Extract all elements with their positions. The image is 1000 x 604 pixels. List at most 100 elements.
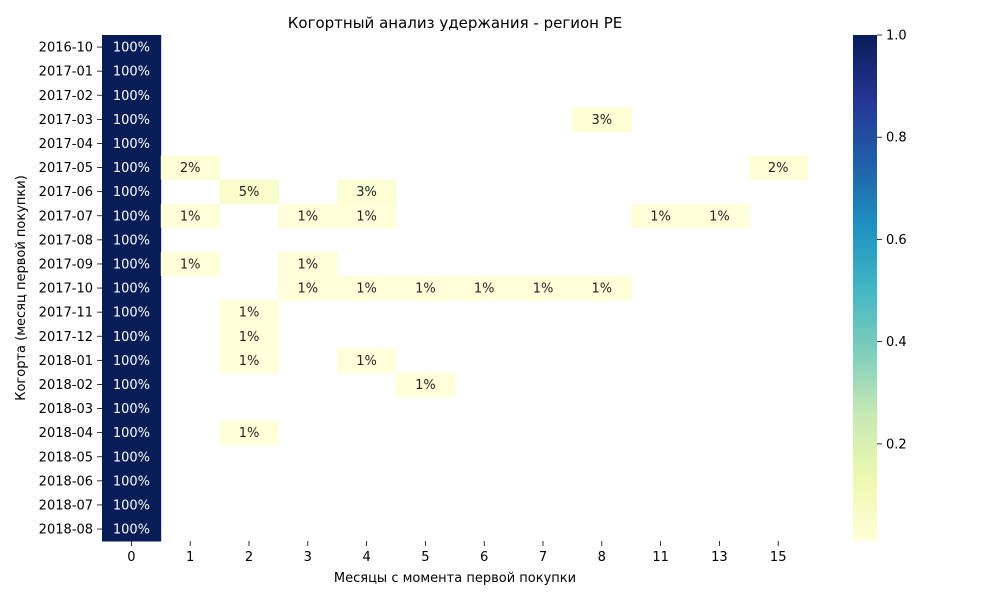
cell-label: 1% [650,209,671,224]
heatmap-cell [102,179,162,205]
y-tick-label: 2017-03 [39,113,93,128]
x-axis-ticks: 0 1 2 3 4 5 6 7 8 11 13 15 [127,541,786,565]
cell-label: 1% [297,257,318,272]
cell-label: 5% [239,185,260,200]
cell-label: 1% [533,282,554,297]
cell-label: 1% [415,282,436,297]
cell-label: 100% [113,330,150,345]
heatmap-cell [513,276,573,301]
colorbar-tick-label: 0.4 [886,335,907,350]
cell-label: 100% [113,498,150,513]
x-tick-label: 8 [598,550,606,565]
heatmap-cell [396,372,456,397]
y-tick-label: 2017-02 [39,89,93,104]
heatmap-cell [102,348,162,373]
y-tick-label: 2017-12 [39,330,93,345]
cell-label: 1% [239,426,260,441]
cell-label: 100% [113,41,150,56]
cell-label: 1% [709,209,730,224]
cell-label: 1% [356,282,377,297]
heatmap-cell [219,420,279,446]
cell-label: 100% [113,378,150,393]
heatmap-cell [102,324,162,349]
heatmap-cell [102,155,162,180]
cell-label: 100% [113,185,150,200]
y-tick-label: 2018-08 [39,523,93,538]
heatmap-cell [102,300,162,325]
x-tick-label: 2 [245,550,253,565]
cell-label: 1% [297,282,318,297]
heatmap-cell [337,179,397,205]
colorbar-tick-label: 1.0 [886,29,907,44]
cell-label: 1% [180,209,201,224]
cell-label: 1% [356,354,377,369]
heatmap-cell [102,59,162,84]
cell-label: 100% [113,137,150,152]
x-tick-label: 5 [421,550,429,565]
cell-label: 3% [591,113,612,128]
heatmap-cells [102,35,808,542]
heatmap-cell [219,179,279,205]
heatmap-cell [631,203,691,229]
y-tick-label: 2018-05 [39,450,93,465]
colorbar-tick-label: 0.2 [886,437,907,452]
heatmap-cell [102,492,162,518]
heatmap-cell [102,372,162,397]
x-axis-label: Месяцы с момента первой покупки [334,571,576,586]
cell-label: 1% [239,330,260,345]
heatmap-cell [102,444,162,470]
colorbar: 1.0 0.8 0.6 0.4 0.2 [853,29,907,541]
x-tick-label: 1 [186,550,194,565]
y-tick-label: 2017-05 [39,161,93,176]
cell-label: 1% [239,354,260,369]
colorbar-gradient [853,35,877,541]
cell-label: 100% [113,282,150,297]
heatmap-cell [102,131,162,156]
x-tick-label: 3 [304,550,312,565]
cell-label: 100% [113,113,150,128]
heatmap-cell-labels: 100% 100% 100% 100% 3% 100% 100% 2% 2% 100% 5% 3% 10… [113,41,789,538]
x-tick-label: 7 [539,550,547,565]
heatmap-cell [337,276,397,301]
y-tick-label: 2017-01 [39,65,93,80]
x-tick-label: 11 [652,550,669,565]
y-tick-label: 2018-01 [39,354,93,369]
heatmap-cell [160,203,220,229]
heatmap-cell [219,348,279,373]
y-tick-label: 2018-04 [39,426,93,441]
y-tick-label: 2017-11 [39,306,93,321]
cell-label: 1% [180,257,201,272]
y-tick-label: 2016-10 [39,41,93,56]
heatmap-cell [748,155,808,180]
x-tick-label: 4 [362,550,370,565]
heatmap-cell [102,517,162,542]
heatmap-cell [572,107,632,132]
cell-label: 100% [113,450,150,465]
heatmap-cell [572,276,632,301]
cell-label: 100% [113,233,150,248]
cell-label: 1% [297,209,318,224]
x-tick-label: 13 [711,550,728,565]
cell-label: 1% [239,306,260,321]
heatmap-cell [337,348,397,373]
cell-label: 1% [415,378,436,393]
y-tick-label: 2018-03 [39,402,93,417]
cell-label: 2% [768,161,789,176]
heatmap-cell [102,83,162,108]
cell-label: 100% [113,426,150,441]
heatmap-cell [160,155,220,180]
heatmap-cell [102,420,162,446]
y-tick-label: 2017-04 [39,137,93,152]
x-tick-label: 15 [770,550,787,565]
colorbar-tick-label: 0.6 [886,233,907,248]
heatmap-cell [278,203,338,229]
heatmap-cell [219,300,279,325]
y-tick-label: 2018-06 [39,474,93,489]
cell-label: 100% [113,161,150,176]
cell-label: 1% [591,282,612,297]
x-tick-label: 6 [480,550,488,565]
x-tick-label: 0 [127,550,135,565]
heatmap-cell [219,324,279,349]
